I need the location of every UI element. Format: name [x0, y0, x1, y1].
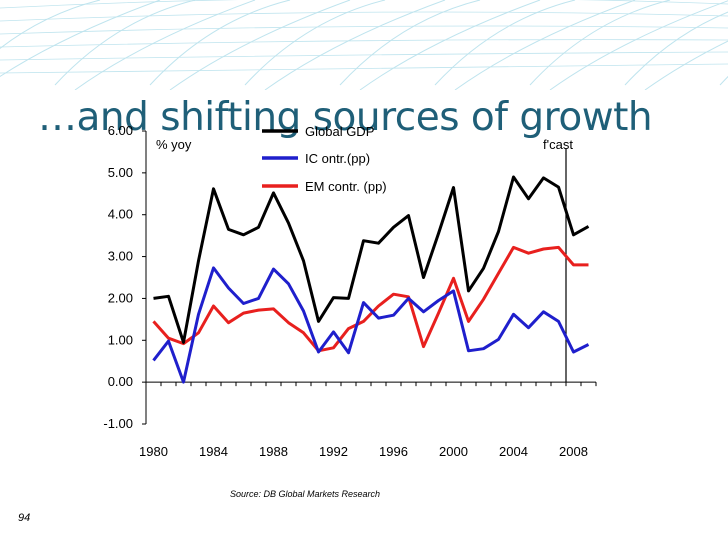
y-tick-label: 0.00	[108, 374, 133, 389]
source-note: Source: DB Global Markets Research	[230, 489, 381, 499]
x-tick-label: 2008	[559, 444, 588, 459]
y-tick-label: 5.00	[108, 165, 133, 180]
deco-curve	[339, 0, 481, 86]
x-tick-label: 2000	[439, 444, 468, 459]
deco-curve	[434, 0, 576, 86]
decorative-header-pattern	[0, 0, 728, 90]
deco-curve	[54, 0, 196, 86]
legend-label: EM contr. (pp)	[305, 179, 387, 194]
deco-curve	[0, 39, 728, 48]
series-line-0	[153, 175, 590, 344]
deco-curve	[0, 0, 728, 9]
deco-curve	[244, 0, 386, 86]
y-tick-label: 1.00	[108, 332, 133, 347]
deco-curve	[644, 40, 728, 90]
deco-curve	[624, 11, 728, 86]
x-tick-label: 1984	[199, 444, 228, 459]
y-tick-label: 3.00	[108, 249, 133, 264]
deco-curve	[0, 51, 728, 61]
line-chart: -1.00 0.00 1.00 2.00 3.00 4.00 5.00 6.00 1980 198…	[103, 123, 597, 459]
x-tick-label: 2004	[499, 444, 528, 459]
x-tick-label: 1980	[139, 444, 168, 459]
deco-curve	[264, 0, 446, 90]
deco-curve	[0, 0, 101, 50]
x-tick-label: 1996	[379, 444, 408, 459]
deco-curve	[169, 0, 351, 90]
y-tick-label: 4.00	[108, 207, 133, 222]
series-line-1	[152, 266, 590, 384]
y-tick-label: 6.00	[108, 123, 133, 138]
deco-curve	[0, 11, 728, 22]
forecast-label: f'cast	[543, 137, 573, 152]
x-tick-label: 1988	[259, 444, 288, 459]
x-tick-label: 1992	[319, 444, 348, 459]
slide-title: …and shifting sources of growth	[38, 95, 653, 140]
y-tick-label: -1.00	[103, 416, 133, 431]
deco-curve	[454, 0, 636, 90]
legend-label: IC ontr.(pp)	[305, 151, 370, 166]
deco-curve	[529, 0, 671, 86]
deco-curve	[0, 25, 728, 35]
legend-label: Global GDP	[305, 124, 374, 139]
page-number: 94	[18, 512, 31, 524]
deco-curve	[359, 0, 541, 90]
deco-curve	[0, 0, 161, 78]
y-unit-label: % yoy	[156, 137, 192, 152]
deco-curve	[74, 0, 256, 90]
y-tick-label: 2.00	[108, 290, 133, 305]
deco-curve	[549, 0, 728, 90]
series-line-2	[152, 245, 589, 353]
